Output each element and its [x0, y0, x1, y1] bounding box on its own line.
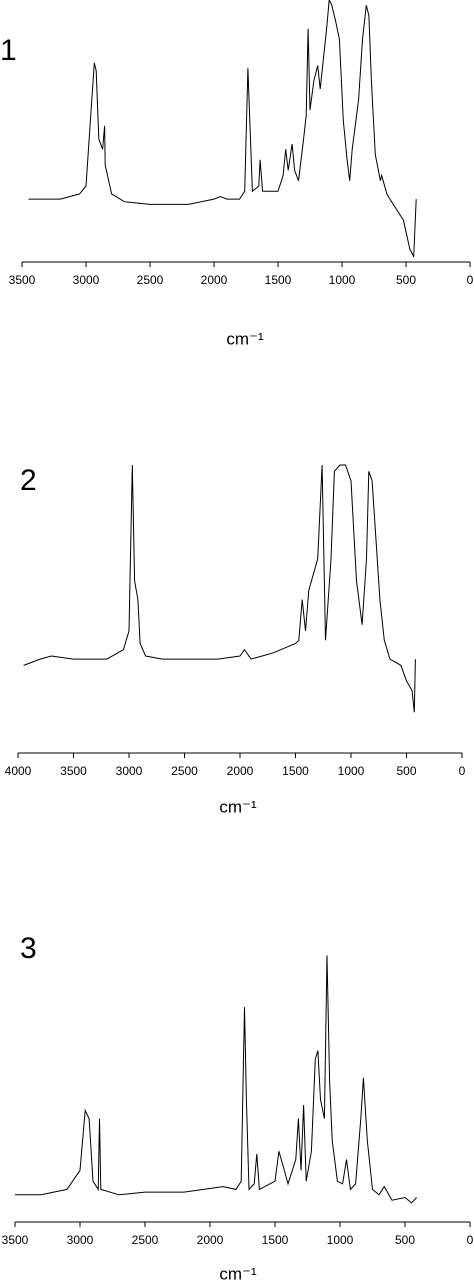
x-tick-label: 0: [467, 1233, 474, 1247]
x-tick-label: 1000: [327, 1233, 354, 1247]
chart-number: 1: [0, 34, 17, 67]
chart-number: 3: [20, 932, 37, 965]
x-tick-label: 2500: [171, 764, 198, 778]
x-axis-label: cm⁻¹: [226, 329, 264, 348]
x-axis-label: cm⁻¹: [219, 1264, 257, 1283]
x-tick-label: 1500: [262, 1233, 289, 1247]
x-tick-label: 3500: [2, 1233, 29, 1247]
spectrum-line: [23, 464, 416, 713]
x-tick-label: 4000: [5, 764, 32, 778]
x-tick-label: 0: [467, 273, 474, 287]
x-tick-label: 3500: [60, 764, 87, 778]
x-tick-label: 2000: [227, 764, 254, 778]
x-tick-label: 3000: [73, 273, 100, 287]
spectrum-line: [28, 0, 417, 258]
x-tick-label: 2000: [197, 1233, 224, 1247]
chart-number: 2: [20, 464, 37, 497]
x-tick-label: 1000: [338, 764, 365, 778]
x-tick-label: 2000: [201, 273, 228, 287]
x-tick-label: 500: [396, 764, 416, 778]
x-tick-label: 2500: [137, 273, 164, 287]
x-tick-label: 3500: [9, 273, 36, 287]
x-tick-label: 3000: [67, 1233, 94, 1247]
spectrum-line: [15, 955, 418, 1204]
x-tick-label: 2500: [132, 1233, 159, 1247]
x-tick-label: 1500: [282, 764, 309, 778]
x-tick-label: 500: [395, 1233, 415, 1247]
x-tick-label: 3000: [116, 764, 143, 778]
x-tick-label: 1500: [265, 273, 292, 287]
x-tick-label: 1000: [329, 273, 356, 287]
x-tick-label: 0: [459, 764, 466, 778]
x-tick-label: 500: [396, 273, 416, 287]
x-axis-label: cm⁻¹: [219, 797, 257, 816]
